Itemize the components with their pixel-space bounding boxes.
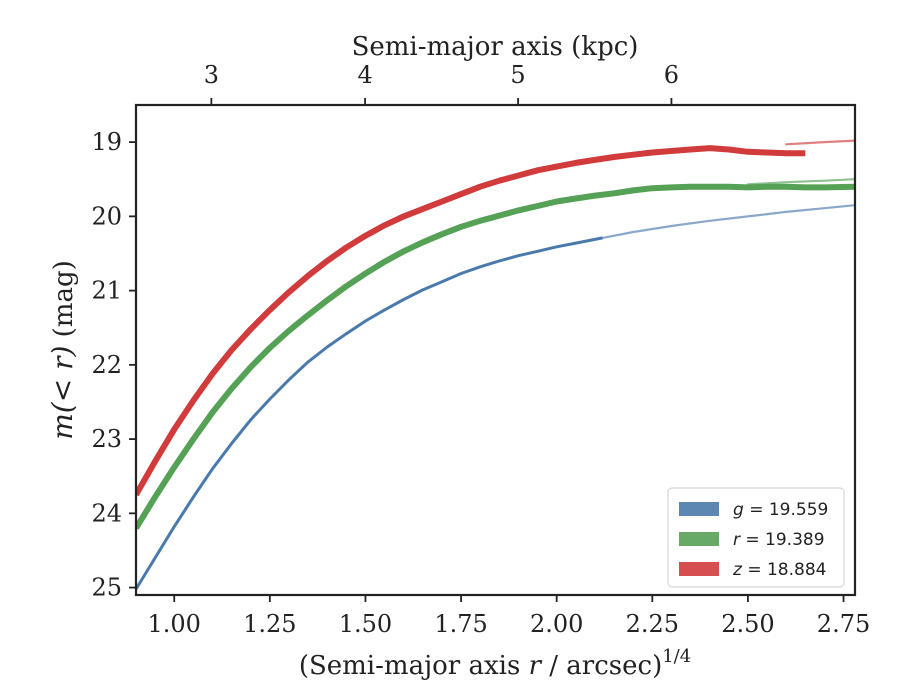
top-tick-label: 4 [357,61,372,89]
legend-label-z: z = 18.884 [732,560,826,580]
model-curve-z [785,139,855,146]
y-tick-label: 19 [91,128,122,156]
y-tick-label: 25 [91,574,122,602]
plot-frame [134,103,857,597]
model-curves [601,139,855,239]
model-curve-g [601,204,855,239]
y-tick-label: 21 [91,277,122,305]
top-tick-label: 5 [510,61,525,89]
legend-label-g: g = 19.559 [733,500,828,520]
legend: g = 19.559 r = 19.389 z = 18.884 [667,487,845,588]
model-curve-r [746,178,855,186]
x-axis-title: (Semi-major axis r / arcsec)1/4 [299,646,691,681]
y-axis-title: m(< r) (mag) [46,260,79,440]
top-axis-title: Semi-major axis (kpc) [352,32,639,62]
legend-swatch-r [679,532,719,546]
y-tick-label: 23 [91,425,122,453]
y-tick-label: 24 [91,499,122,527]
top-axis-ticks: 3 4 5 6 [204,61,679,105]
y-tick-label: 20 [91,202,122,230]
legend-label-r: r = 19.389 [733,530,825,550]
series-line-r [136,183,855,530]
series-line-g [136,236,603,590]
top-tick-label: 6 [664,61,679,89]
x-tick-label: 2.75 [817,610,870,638]
x-axis-ticks: 1.00 1.25 1.50 1.75 2.00 2.25 2.50 2.75 [148,595,870,638]
top-tick-label: 3 [204,61,219,89]
y-axis-ticks: 19 20 21 22 23 24 25 [91,128,136,602]
series-line-z [136,145,806,497]
x-tick-label: 2.50 [721,610,774,638]
x-tick-label: 1.25 [243,610,296,638]
y-tick-label: 22 [91,351,122,379]
x-tick-label: 1.50 [339,610,392,638]
x-tick-label: 2.25 [626,610,679,638]
data-series [136,145,855,590]
x-tick-label: 2.00 [530,610,583,638]
x-tick-label: 1.75 [434,610,487,638]
x-tick-label: 1.00 [148,610,201,638]
legend-swatch-z [679,562,719,576]
legend-swatch-g [679,502,719,516]
